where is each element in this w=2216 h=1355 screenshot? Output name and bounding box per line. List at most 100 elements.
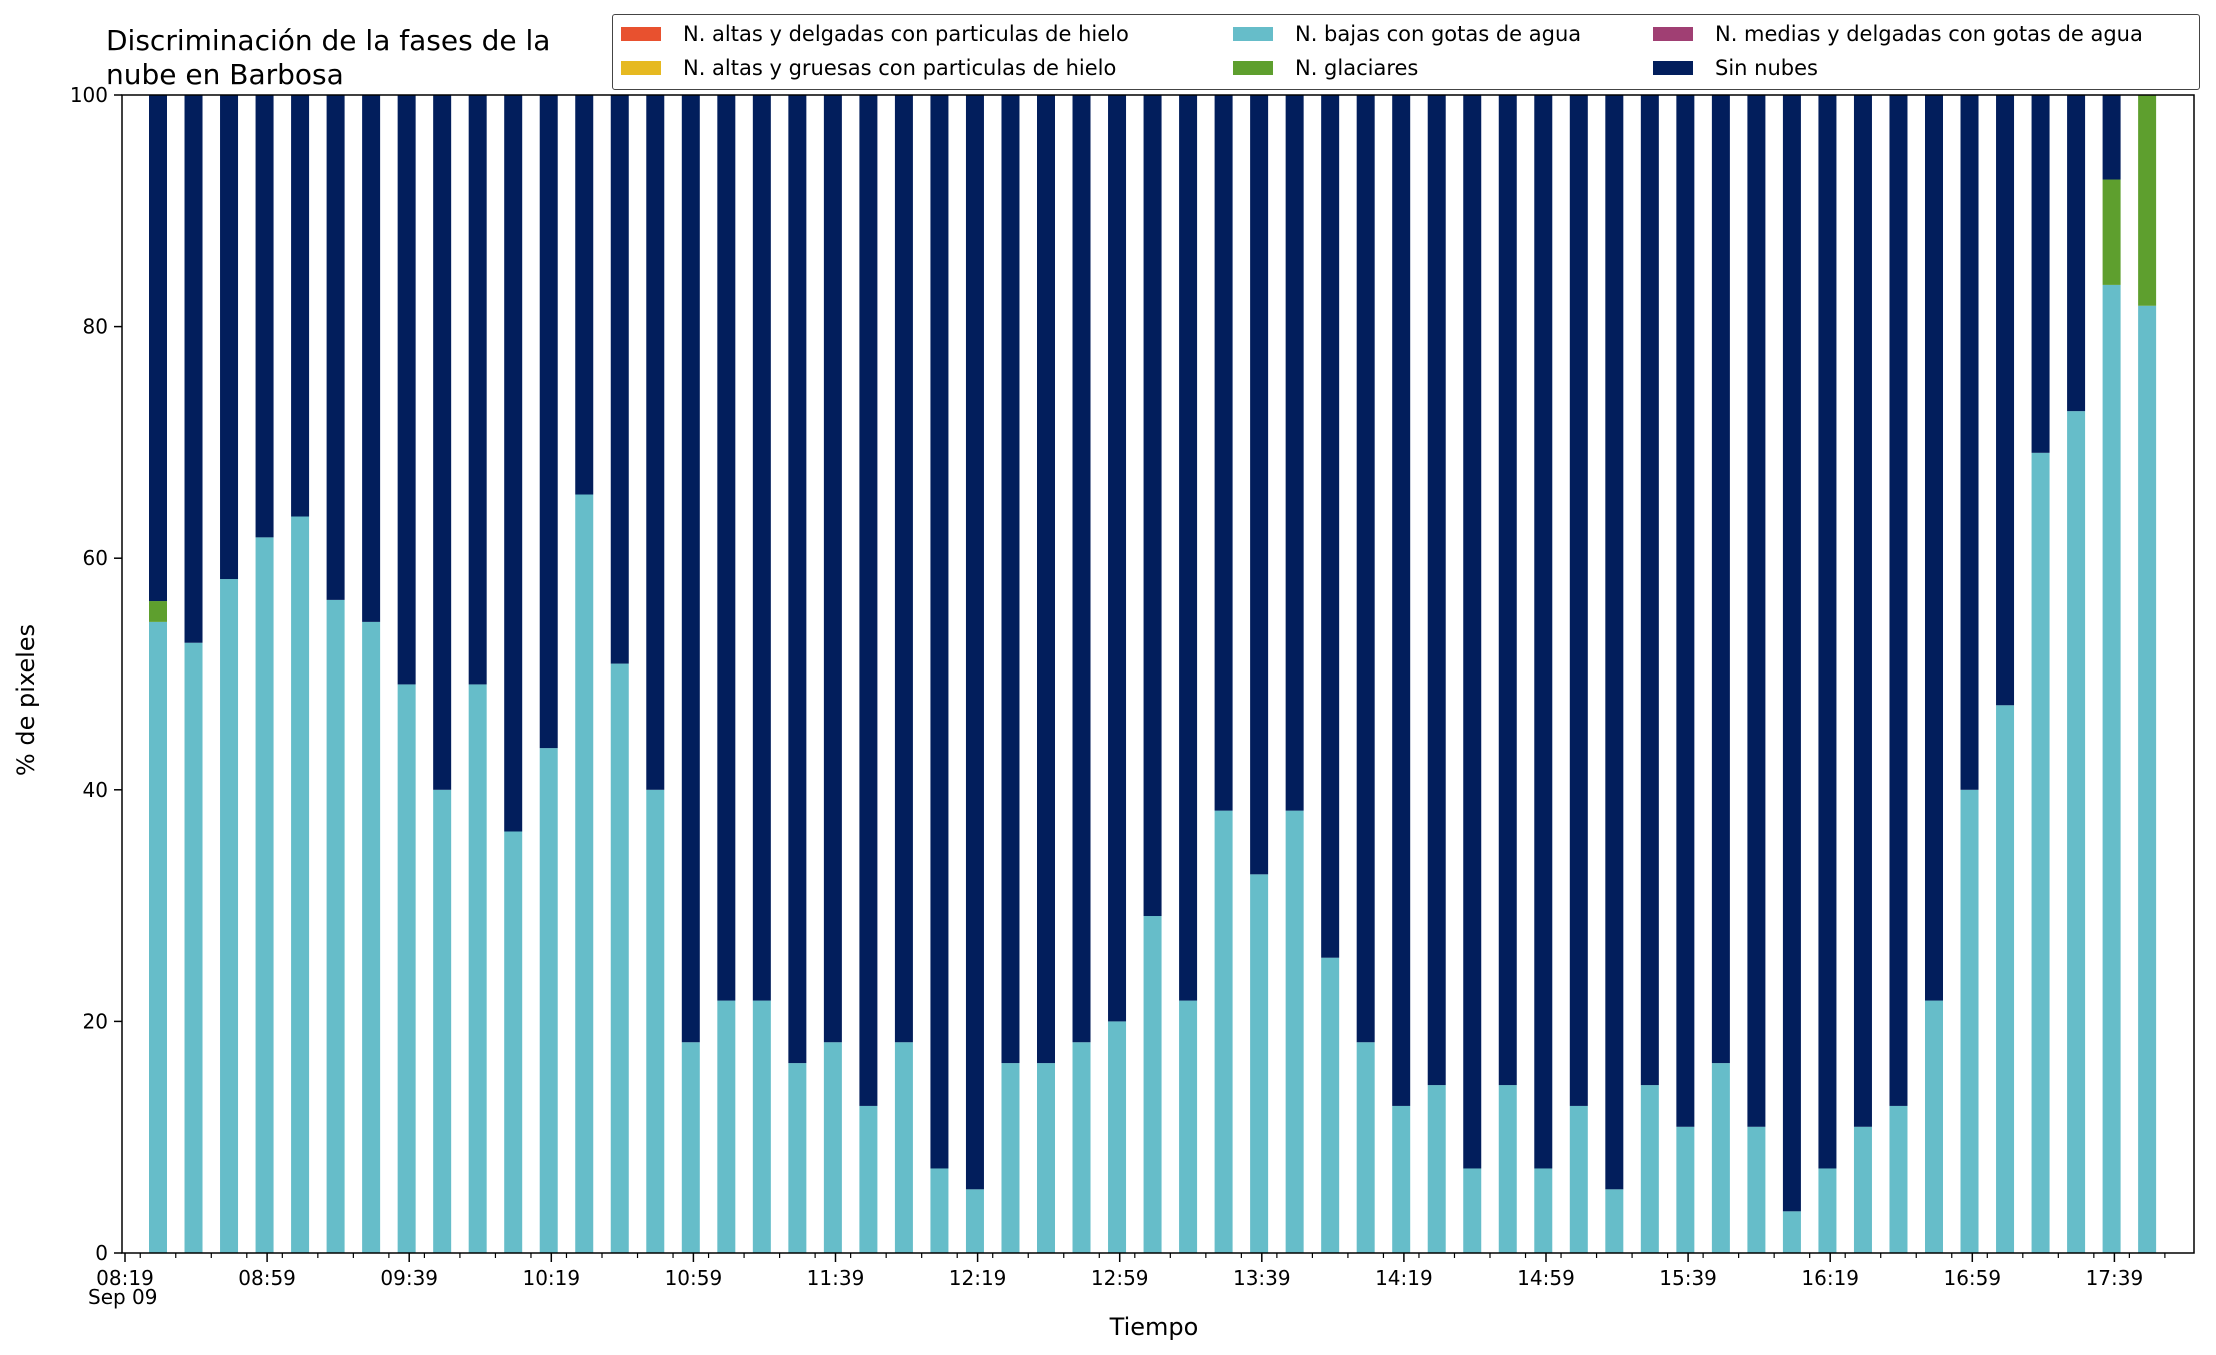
bar-segment-2-44 bbox=[1711, 1063, 1730, 1253]
legend-item-altas-gruesas: N. altas y gruesas con particulas de hie… bbox=[621, 53, 1116, 83]
x-tick-label: 10:19 bbox=[522, 1266, 580, 1290]
bar-segment-2-14 bbox=[646, 789, 665, 1253]
x-tick-label: 11:39 bbox=[807, 1266, 865, 1290]
bar-segment-5-34 bbox=[1356, 95, 1375, 1043]
legend-item-medias-agua: N. medias y delgadas con gotas de agua bbox=[1653, 19, 2143, 49]
bar-segment-5-15 bbox=[681, 95, 700, 1043]
bar-segment-5-2 bbox=[220, 95, 239, 580]
legend-item-altas-delgadas: N. altas y delgadas con particulas de hi… bbox=[621, 19, 1129, 49]
x-tick-label: 16:59 bbox=[1943, 1266, 2001, 1290]
bar-segment-2-26 bbox=[1072, 1042, 1091, 1253]
legend-label: N. bajas con gotas de agua bbox=[1295, 22, 1582, 46]
bar-segment-2-48 bbox=[1853, 1126, 1872, 1253]
bar-segment-2-36 bbox=[1427, 1085, 1446, 1253]
bar-segment-2-3 bbox=[255, 537, 274, 1253]
legend-label: N. glaciares bbox=[1295, 56, 1419, 80]
bar-segment-2-20 bbox=[859, 1105, 878, 1253]
bar-segment-2-51 bbox=[1960, 789, 1979, 1253]
bar-segment-2-32 bbox=[1285, 810, 1304, 1253]
bar-segment-5-23 bbox=[965, 95, 984, 1190]
y-tick-label: 20 bbox=[83, 1009, 108, 1033]
bar-segment-5-41 bbox=[1605, 95, 1624, 1190]
y-tick-label: 80 bbox=[83, 315, 108, 339]
bar-segment-5-0 bbox=[149, 95, 167, 602]
chart-title: Discriminación de la fases de la nube en… bbox=[106, 24, 551, 91]
bar-segment-5-5 bbox=[326, 95, 345, 600]
bar-segment-2-40 bbox=[1569, 1105, 1588, 1253]
bar-segment-2-9 bbox=[468, 684, 487, 1253]
bar-segment-5-1 bbox=[184, 95, 203, 643]
bar-segment-5-27 bbox=[1108, 95, 1127, 1022]
legend-label: N. altas y delgadas con particulas de hi… bbox=[683, 22, 1129, 46]
bar-segment-3-0 bbox=[149, 601, 167, 622]
bar-segment-2-46 bbox=[1782, 1211, 1801, 1253]
x-tick-label: 14:19 bbox=[1375, 1266, 1433, 1290]
y-axis: 0 20 40 60 80 100 bbox=[70, 83, 122, 1265]
bar-segment-5-25 bbox=[1037, 95, 1055, 1064]
bar-segment-5-18 bbox=[788, 95, 807, 1064]
legend-swatch bbox=[1233, 27, 1273, 41]
bar-segment-2-7 bbox=[397, 684, 416, 1253]
bar-segment-5-7 bbox=[397, 95, 416, 685]
bar-segment-2-30 bbox=[1214, 810, 1233, 1253]
bar-segment-5-29 bbox=[1179, 95, 1198, 1001]
legend-label: Sin nubes bbox=[1715, 56, 1818, 80]
bar-segment-5-33 bbox=[1321, 95, 1340, 958]
bar-segment-5-47 bbox=[1818, 95, 1837, 1169]
y-tick-label: 0 bbox=[95, 1241, 108, 1265]
bar-segment-2-24 bbox=[1001, 1063, 1020, 1253]
x-tick-label: 12:59 bbox=[1091, 1266, 1149, 1290]
bar-segment-2-25 bbox=[1037, 1063, 1055, 1253]
bar-segment-5-43 bbox=[1676, 95, 1695, 1127]
bar-segment-5-16 bbox=[717, 95, 736, 1001]
bar-segment-5-31 bbox=[1250, 95, 1269, 875]
bar-segment-2-34 bbox=[1356, 1042, 1375, 1253]
bar-segment-2-50 bbox=[1925, 1000, 1943, 1253]
bar-segment-2-55 bbox=[2102, 284, 2121, 1253]
bar-segment-2-54 bbox=[2067, 411, 2086, 1253]
bar-segment-2-31 bbox=[1250, 874, 1269, 1253]
bar-segment-2-0 bbox=[149, 621, 167, 1253]
legend-label: N. altas y gruesas con particulas de hie… bbox=[683, 56, 1117, 80]
x-tick-label: 13:39 bbox=[1233, 1266, 1291, 1290]
bar-segment-5-44 bbox=[1711, 95, 1730, 1064]
x-tick-label: 08:19 bbox=[96, 1266, 154, 1290]
x-axis-label-wrap: Tiempo bbox=[0, 1313, 2216, 1341]
bar-segment-5-35 bbox=[1392, 95, 1411, 1106]
bar-segment-2-2 bbox=[220, 579, 239, 1253]
bar-segment-2-49 bbox=[1889, 1105, 1908, 1253]
x-tick-label: 16:19 bbox=[1801, 1266, 1859, 1290]
bar-segment-5-10 bbox=[504, 95, 523, 832]
bar-segment-2-22 bbox=[930, 1168, 949, 1253]
x-tick-label: 10:59 bbox=[665, 1266, 723, 1290]
bar-segment-2-16 bbox=[717, 1000, 736, 1253]
bars-layer bbox=[149, 95, 2157, 1253]
bar-segment-5-49 bbox=[1889, 95, 1908, 1106]
bar-segment-5-20 bbox=[859, 95, 878, 1106]
bar-segment-5-46 bbox=[1782, 95, 1801, 1212]
bar-segment-2-29 bbox=[1179, 1000, 1198, 1253]
legend-item-bajas-agua: N. bajas con gotas de agua bbox=[1233, 19, 1581, 49]
legend-item-sin-nubes: Sin nubes bbox=[1653, 53, 1818, 83]
bar-segment-2-27 bbox=[1108, 1021, 1127, 1253]
bar-segment-2-15 bbox=[681, 1042, 700, 1253]
x-tick-label: 12:19 bbox=[949, 1266, 1007, 1290]
bar-segment-5-52 bbox=[1996, 95, 2015, 706]
bar-segment-5-28 bbox=[1143, 95, 1162, 917]
y-tick-label: 40 bbox=[83, 778, 108, 802]
bar-segment-2-5 bbox=[326, 599, 345, 1253]
bar-segment-5-11 bbox=[539, 95, 558, 749]
bar-segment-5-30 bbox=[1214, 95, 1233, 811]
bar-segment-5-22 bbox=[930, 95, 949, 1169]
bar-segment-2-41 bbox=[1605, 1189, 1624, 1253]
bar-segment-5-42 bbox=[1640, 95, 1659, 1086]
x-tick-label: 17:39 bbox=[2086, 1266, 2144, 1290]
bar-segment-2-18 bbox=[788, 1063, 807, 1253]
bar-segment-2-45 bbox=[1747, 1126, 1766, 1253]
bar-segment-5-19 bbox=[823, 95, 842, 1043]
bar-segment-2-11 bbox=[539, 748, 558, 1253]
bar-segment-2-35 bbox=[1392, 1105, 1411, 1253]
bar-segment-2-38 bbox=[1498, 1085, 1517, 1253]
x-tick-label: 15:39 bbox=[1659, 1266, 1717, 1290]
legend-item-glaciares: N. glaciares bbox=[1233, 53, 1418, 83]
